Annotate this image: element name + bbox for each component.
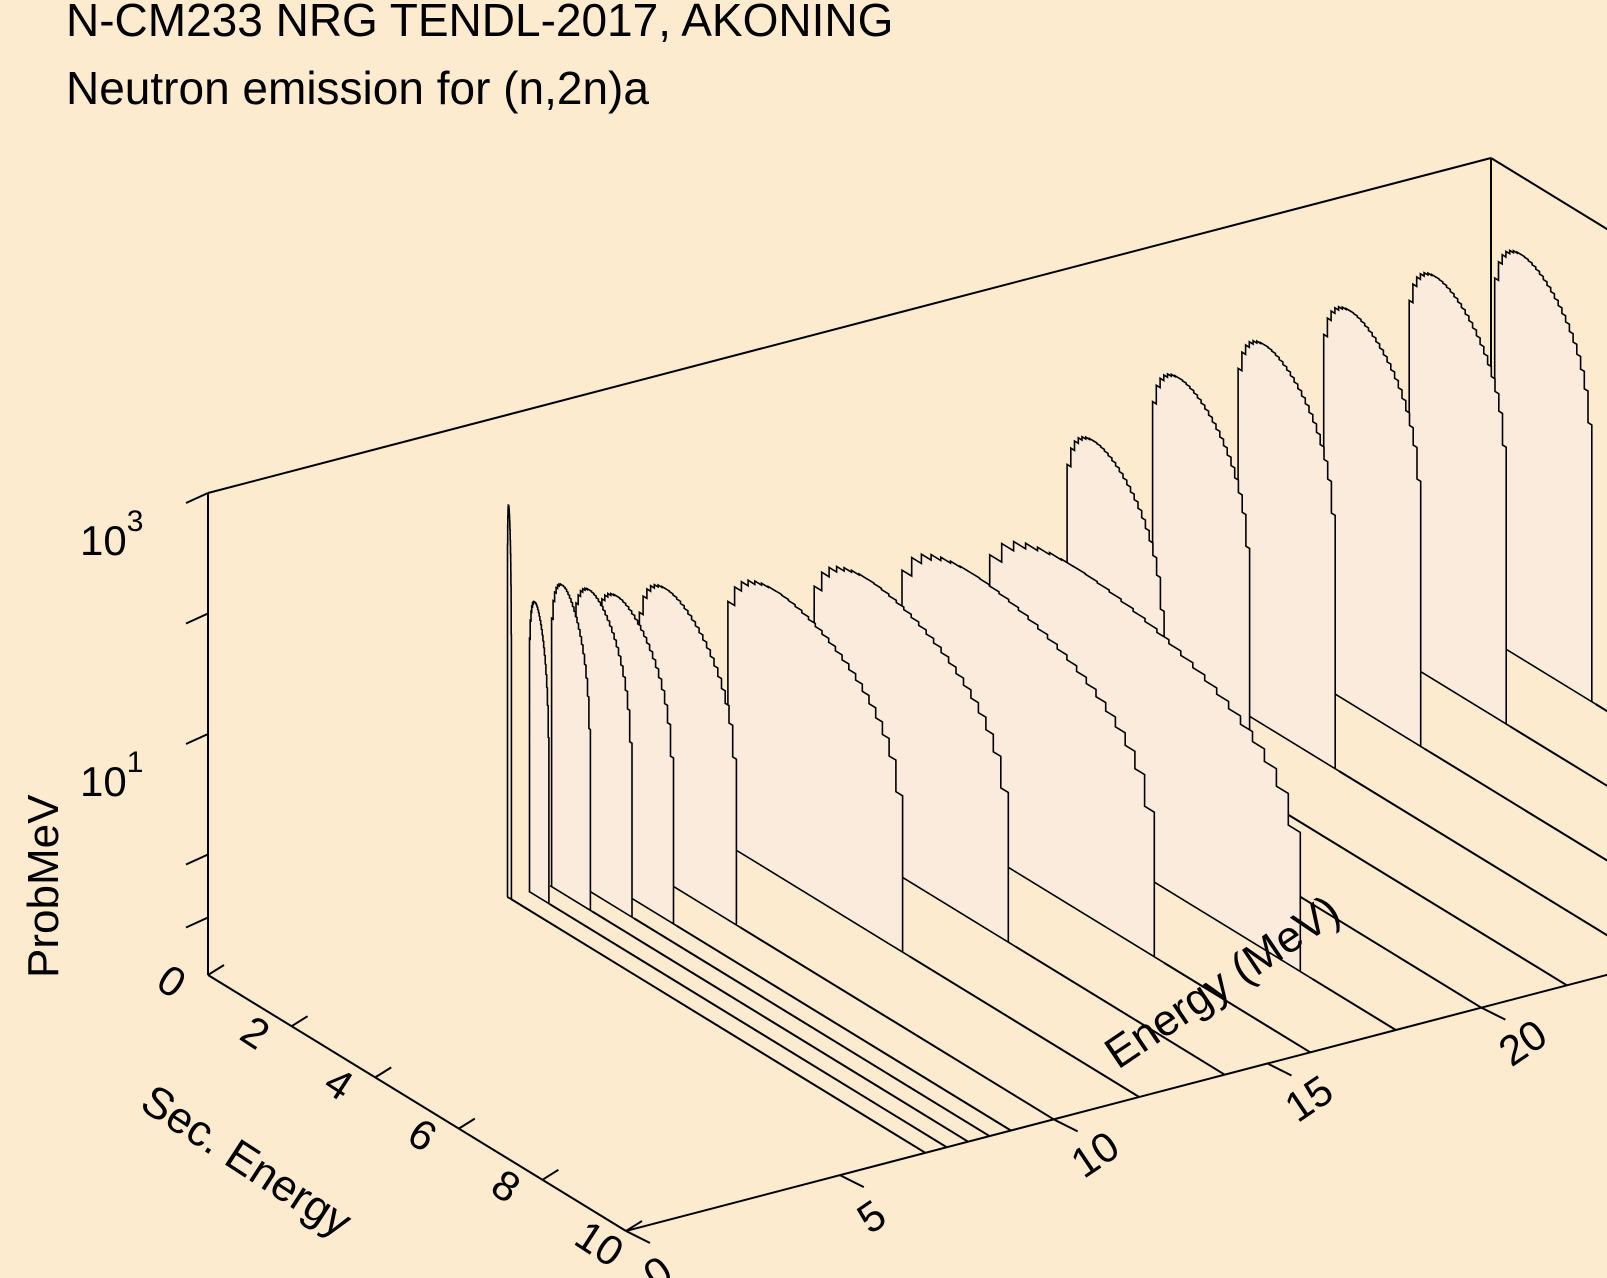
x-tick-mark: [541, 1168, 559, 1181]
x-tick-label: 6: [400, 1109, 445, 1161]
baseline-30: [1594, 703, 1607, 713]
z-tick-mark: [185, 853, 209, 866]
spectrum-7: [506, 504, 513, 901]
frame-x-axis: [207, 974, 627, 1232]
spectrum-8: [549, 582, 593, 912]
spectrum-16: [891, 552, 1165, 964]
spectrum-28: [1405, 271, 1511, 727]
spectrum-30: [1490, 248, 1596, 705]
y-tick-label: 15: [1276, 1066, 1341, 1131]
z-tick-mark: [185, 916, 209, 929]
z-tick-label: 101: [80, 746, 143, 805]
x-tick-label: 10: [567, 1211, 632, 1276]
z-tick-mark: [185, 733, 209, 745]
x-tick-mark: [291, 1015, 309, 1028]
spectrum-14: [806, 564, 1017, 948]
x-tick-mark: [458, 1117, 476, 1130]
baseline-9: [675, 924, 1012, 1132]
y-tick-label: 10: [1062, 1122, 1127, 1187]
x-tick-mark: [207, 964, 225, 976]
z-tick-mark: [185, 492, 209, 504]
baseline-28: [1509, 725, 1607, 787]
x-tick-mark: [374, 1066, 392, 1079]
y-tick-mark: [625, 1230, 651, 1244]
x-tick-mark: [625, 1220, 643, 1232]
y-tick-label: 20: [1490, 1010, 1555, 1075]
baseline-8.5: [633, 917, 991, 1137]
spectrum-24: [1233, 339, 1340, 772]
spectra-group: [506, 248, 1607, 1154]
frame-top-right-edge: [1490, 157, 1607, 231]
z-axis-label: ProbMeV: [19, 794, 68, 978]
baseline-7.5: [549, 903, 948, 1149]
y-tick-label: 5: [849, 1191, 895, 1243]
baseline-14: [1015, 945, 1226, 1076]
baseline-8: [591, 910, 969, 1143]
z-tick-label: 103: [80, 505, 143, 564]
baseline-12: [908, 955, 1140, 1098]
spectrum-26: [1319, 305, 1425, 750]
baseline-16: [1163, 961, 1311, 1054]
baseline-22: [1252, 792, 1568, 987]
frame-back-edge: [207, 157, 1492, 494]
chart-subtitle: Neutron emission for (n,2n)a: [66, 62, 649, 114]
baseline-24: [1338, 770, 1607, 937]
spectrum-12: [720, 578, 910, 957]
x-tick-label: 8: [483, 1160, 528, 1212]
baseline-26: [1423, 747, 1607, 862]
baseline-10: [739, 926, 1055, 1121]
x-tick-label: 0: [149, 955, 194, 1007]
z-tick-mark: [185, 612, 209, 625]
y-tick-label: 0: [635, 1246, 681, 1278]
y-tick-mark: [1267, 1062, 1292, 1077]
y-tick-mark: [1480, 1006, 1506, 1021]
chart-title: N-CM233 NRG TENDL-2017, AKONING: [66, 0, 893, 46]
x-tick-label: 4: [316, 1058, 361, 1110]
spectrum-7.5: [528, 600, 551, 905]
x-tick-label: 2: [233, 1006, 278, 1058]
baseline-18: [1311, 977, 1397, 1031]
y-tick-mark: [1053, 1118, 1079, 1133]
y-tick-mark: [839, 1174, 865, 1189]
baseline-7: [511, 898, 926, 1154]
